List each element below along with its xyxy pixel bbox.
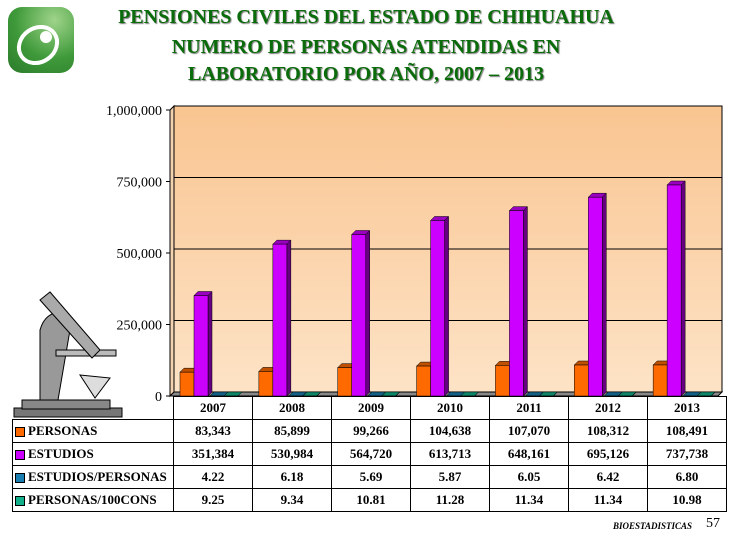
table-cell: 11.28	[410, 488, 490, 512]
bar-estudios	[430, 220, 445, 397]
bar-side	[365, 229, 370, 397]
year-header: 2011	[489, 396, 569, 420]
table-cell: 11.34	[568, 488, 648, 512]
table-row: ESTUDIOS 351,384 530,984 564,720 613,713 648,…	[12, 442, 727, 466]
institution-logo	[8, 7, 74, 73]
footer-label: BIOESTADISTICAS	[612, 521, 692, 531]
bar-personas	[258, 371, 274, 397]
table-cell: 5.69	[331, 465, 411, 489]
bar-estudios	[351, 234, 366, 397]
y-tick-label: 1,000,000	[106, 104, 162, 119]
legend-entry: ESTUDIOS	[12, 442, 174, 466]
table-cell: 6.18	[252, 465, 332, 489]
bar-estudios	[588, 196, 603, 397]
title-line-2: NUMERO DE PERSONAS ATENDIDAS EN	[171, 36, 561, 58]
bar-side	[523, 206, 528, 397]
table-header-row: 2007 2008 2009 2010 2011 2012 2013	[12, 396, 727, 420]
title-line-3: LABORATORIO POR AÑO, 2007 – 2013	[188, 63, 544, 85]
y-tick-label: 750,000	[117, 176, 163, 191]
title-line-1: PENSIONES CIVILES DEL ESTADO DE CHIHUAHU…	[118, 6, 614, 28]
table-cell: 108,312	[568, 419, 648, 443]
table-cell: 737,738	[647, 442, 727, 466]
series-name: ESTUDIOS	[28, 446, 94, 461]
bar-side	[444, 215, 449, 397]
table-cell: 9.25	[173, 488, 253, 512]
bar-side	[207, 290, 213, 397]
y-tick-label: 500,000	[117, 247, 163, 262]
year-header: 2010	[410, 396, 490, 420]
legend-entry: ESTUDIOS/PERSONAS	[12, 465, 174, 489]
table-cell: 530,984	[252, 442, 332, 466]
table-cell: 6.05	[489, 465, 569, 489]
bar-side	[286, 239, 292, 397]
table-cell: 99,266	[331, 419, 411, 443]
series-name: PERSONAS	[28, 423, 98, 438]
table-cell: 10.98	[647, 488, 727, 512]
table-cell: 83,343	[173, 419, 253, 443]
table-row: ESTUDIOS/PERSONAS 4.22 6.18 5.69 5.87 6.05 6.4…	[12, 465, 727, 489]
legend-entry: PERSONAS	[12, 419, 174, 443]
data-table: 2007 2008 2009 2010 2011 2012 2013 PERSONAS 83,…	[12, 396, 727, 512]
bar-estudios	[193, 295, 209, 397]
table-cell: 5.87	[410, 465, 490, 489]
bar-estudios	[666, 184, 682, 397]
series-name: ESTUDIOS/PERSONAS	[28, 469, 167, 484]
year-header: 2013	[647, 396, 727, 420]
table-cell: 695,126	[568, 442, 648, 466]
legend-swatch-icon	[15, 450, 25, 461]
bar-personas	[179, 371, 195, 397]
bar-personas	[652, 364, 668, 397]
bar-estudios	[509, 210, 524, 397]
table-cell: 613,713	[410, 442, 490, 466]
table-cell: 108,491	[647, 419, 727, 443]
table-row: PERSONAS 83,343 85,899 99,266 104,638 107,070…	[12, 419, 727, 443]
bar-personas	[337, 367, 352, 397]
table-row: PERSONAS/100CONS 9.25 9.34 10.81 11.28 11.34 1…	[12, 488, 727, 512]
table-cell: 4.22	[173, 465, 253, 489]
plot-side-wall	[169, 104, 175, 398]
table-cell: 351,384	[173, 442, 253, 466]
table-cell: 107,070	[489, 419, 569, 443]
series-name: PERSONAS/100CONS	[28, 492, 157, 507]
table-cell: 564,720	[331, 442, 411, 466]
year-header: 2008	[252, 396, 332, 420]
table-cell: 85,899	[252, 419, 332, 443]
legend-swatch-icon	[15, 427, 25, 438]
legend-swatch-icon	[15, 473, 25, 484]
table-cell: 11.34	[489, 488, 569, 512]
bar-personas	[574, 364, 589, 397]
table-cell: 6.42	[568, 465, 648, 489]
legend-swatch-icon	[15, 496, 25, 507]
bar-personas	[495, 365, 510, 397]
year-header: 2009	[331, 396, 411, 420]
bar-side	[680, 180, 686, 397]
bar-personas	[416, 365, 431, 397]
table-cell: 648,161	[489, 442, 569, 466]
page-number: 57	[706, 516, 720, 531]
logo-icon	[16, 24, 60, 66]
table-cell: 10.81	[331, 488, 411, 512]
year-header: 2012	[568, 396, 648, 420]
y-tick-label: 250,000	[117, 319, 163, 334]
table-cell: 6.80	[647, 465, 727, 489]
table-cell: 104,638	[410, 419, 490, 443]
legend-entry: PERSONAS/100CONS	[12, 488, 174, 512]
year-header: 2007	[173, 396, 253, 420]
table-cell: 9.34	[252, 488, 332, 512]
bar-side	[602, 192, 607, 397]
bar-estudios	[272, 243, 288, 397]
